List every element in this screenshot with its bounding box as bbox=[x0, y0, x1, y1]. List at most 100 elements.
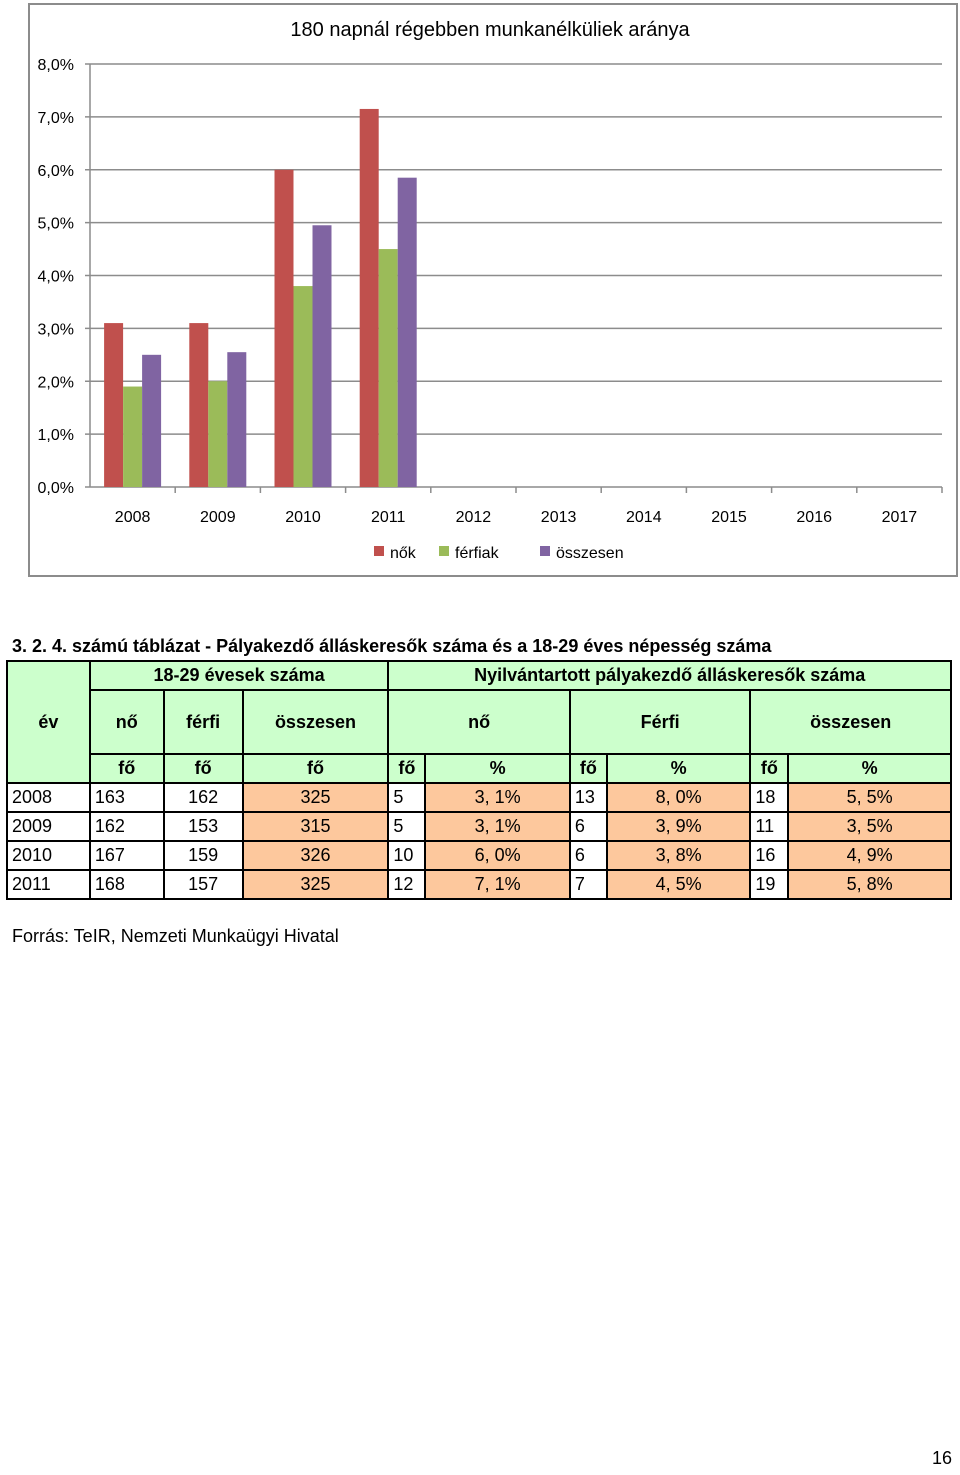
table-row: 2010 167 159 326 10 6, 0% 6 3, 8% 16 4, … bbox=[6, 840, 952, 871]
value-cell: 5 bbox=[387, 782, 427, 813]
value-cell: 163 bbox=[88, 782, 165, 813]
value-cell: 7 bbox=[568, 869, 608, 900]
value-cell: 3, 1% bbox=[424, 811, 571, 842]
value-cell: 6 bbox=[568, 840, 608, 871]
chart-frame bbox=[28, 3, 958, 577]
value-cell: 19 bbox=[749, 869, 790, 900]
header-ferfi: férfi bbox=[162, 689, 244, 755]
value-cell: 5, 5% bbox=[787, 782, 952, 813]
source-note: Forrás: TeIR, Nemzeti Munkaügyi Hivatal bbox=[12, 926, 339, 946]
unit-cell: % bbox=[424, 753, 571, 784]
value-cell: 3, 5% bbox=[787, 811, 952, 842]
data-table: év 18-29 évesek száma Nyilvántartott pál… bbox=[6, 660, 952, 900]
y-tick-label: 5,0% bbox=[38, 216, 74, 233]
x-tick-label: 2014 bbox=[626, 509, 662, 526]
bar-összesen bbox=[312, 225, 332, 488]
legend-label: nők bbox=[390, 545, 417, 562]
bar-férfiak bbox=[123, 386, 143, 487]
value-cell: 3, 9% bbox=[605, 811, 752, 842]
x-tick-label: 2017 bbox=[882, 509, 918, 526]
table-row: 2009 162 153 315 5 3, 1% 6 3, 9% 11 3, 5… bbox=[6, 811, 952, 842]
table-group-header-row: év 18-29 évesek száma Nyilvántartott pál… bbox=[6, 660, 952, 784]
value-cell: 159 bbox=[162, 840, 244, 871]
value-cell: 4, 9% bbox=[787, 840, 952, 871]
header-osszesen-jobseekers: összesen bbox=[749, 689, 952, 755]
value-cell: 162 bbox=[88, 811, 165, 842]
value-cell: 8, 0% bbox=[605, 782, 752, 813]
legend-swatch bbox=[374, 546, 384, 556]
value-cell: 3, 8% bbox=[605, 840, 752, 871]
value-cell: 18 bbox=[749, 782, 790, 813]
value-cell: 325 bbox=[241, 869, 390, 900]
x-tick-label: 2011 bbox=[371, 509, 406, 526]
header-no-jobseekers: nő bbox=[387, 689, 571, 755]
bar-összesen bbox=[142, 354, 162, 487]
value-cell: 168 bbox=[88, 869, 165, 900]
chart-title: 180 napnál régebben munkanélküliek arány… bbox=[290, 19, 690, 41]
unit-cell: fő bbox=[241, 753, 390, 784]
unit-cell: fő bbox=[568, 753, 608, 784]
page-number: 16 bbox=[931, 1448, 952, 1468]
unit-cell: % bbox=[605, 753, 752, 784]
value-cell: 7, 1% bbox=[424, 869, 571, 900]
x-tick-label: 2016 bbox=[796, 509, 832, 526]
value-cell: 5, 8% bbox=[787, 869, 952, 900]
value-cell: 11 bbox=[749, 811, 790, 842]
value-cell: 326 bbox=[241, 840, 390, 871]
value-cell: 4, 5% bbox=[605, 869, 752, 900]
bar-férfiak bbox=[293, 286, 313, 487]
legend-label: férfiak bbox=[455, 545, 500, 562]
bar-nők bbox=[189, 323, 209, 487]
table-units-row: fő fő fő fő % fő % fő % bbox=[7, 753, 952, 784]
bar-nők bbox=[274, 169, 294, 487]
y-tick-label: 1,0% bbox=[38, 427, 74, 444]
value-cell: 12 bbox=[387, 869, 427, 900]
value-cell: 153 bbox=[162, 811, 244, 842]
x-tick-label: 2009 bbox=[200, 509, 236, 526]
bar-nők bbox=[104, 323, 124, 487]
value-cell: 6 bbox=[568, 811, 608, 842]
y-tick-label: 0,0% bbox=[38, 480, 74, 497]
value-cell: 3, 1% bbox=[424, 782, 571, 813]
value-cell: 315 bbox=[241, 811, 390, 842]
year-cell: 2010 bbox=[6, 840, 91, 871]
y-tick-label: 7,0% bbox=[38, 110, 74, 127]
y-tick-label: 4,0% bbox=[38, 269, 74, 286]
unit-cell: fő bbox=[88, 753, 165, 784]
y-tick-label: 2,0% bbox=[38, 374, 74, 391]
legend-swatch bbox=[540, 546, 550, 556]
value-cell: 157 bbox=[162, 869, 244, 900]
table-caption: 3. 2. 4. számú táblázat - Pályakezdő áll… bbox=[12, 636, 772, 656]
bar-összesen bbox=[397, 177, 417, 487]
bar-férfiak bbox=[208, 381, 228, 487]
x-tick-label: 2008 bbox=[115, 509, 151, 526]
x-tick-label: 2015 bbox=[711, 509, 747, 526]
legend-label: összesen bbox=[556, 545, 624, 562]
bar-férfiak bbox=[378, 249, 398, 487]
unit-cell: fő bbox=[162, 753, 244, 784]
y-tick-label: 6,0% bbox=[38, 163, 74, 180]
header-osszesen: összesen bbox=[241, 689, 390, 755]
value-cell: 6, 0% bbox=[424, 840, 571, 871]
x-tick-label: 2012 bbox=[456, 509, 492, 526]
header-group-population: 18-29 évesek száma bbox=[88, 660, 390, 691]
value-cell: 5 bbox=[387, 811, 427, 842]
unit-cell: fő bbox=[749, 753, 790, 784]
value-cell: 167 bbox=[88, 840, 165, 871]
value-cell: 16 bbox=[749, 840, 790, 871]
header-year: év bbox=[6, 660, 91, 784]
header-group-jobseekers: Nyilvántartott pályakezdő álláskeresők s… bbox=[387, 660, 952, 691]
unit-cell: fő bbox=[387, 753, 427, 784]
y-tick-label: 3,0% bbox=[38, 321, 74, 338]
bar-chart: 180 napnál régebben munkanélküliek arány… bbox=[38, 19, 943, 562]
header-ferfi-jobseekers: Férfi bbox=[568, 689, 752, 755]
year-cell: 2011 bbox=[6, 869, 91, 900]
y-tick-label: 8,0% bbox=[38, 57, 74, 74]
table-row: 2011 168 157 325 12 7, 1% 7 4, 5% 19 5, … bbox=[6, 869, 952, 900]
table-row: 2008 163 162 325 5 3, 1% 13 8, 0% 18 5, … bbox=[6, 782, 952, 813]
year-cell: 2008 bbox=[6, 782, 91, 813]
table-column-header-row: nő férfi összesen nő Férfi összesen bbox=[7, 689, 952, 755]
header-no: nő bbox=[88, 689, 165, 755]
legend-swatch bbox=[439, 546, 449, 556]
year-cell: 2009 bbox=[6, 811, 91, 842]
